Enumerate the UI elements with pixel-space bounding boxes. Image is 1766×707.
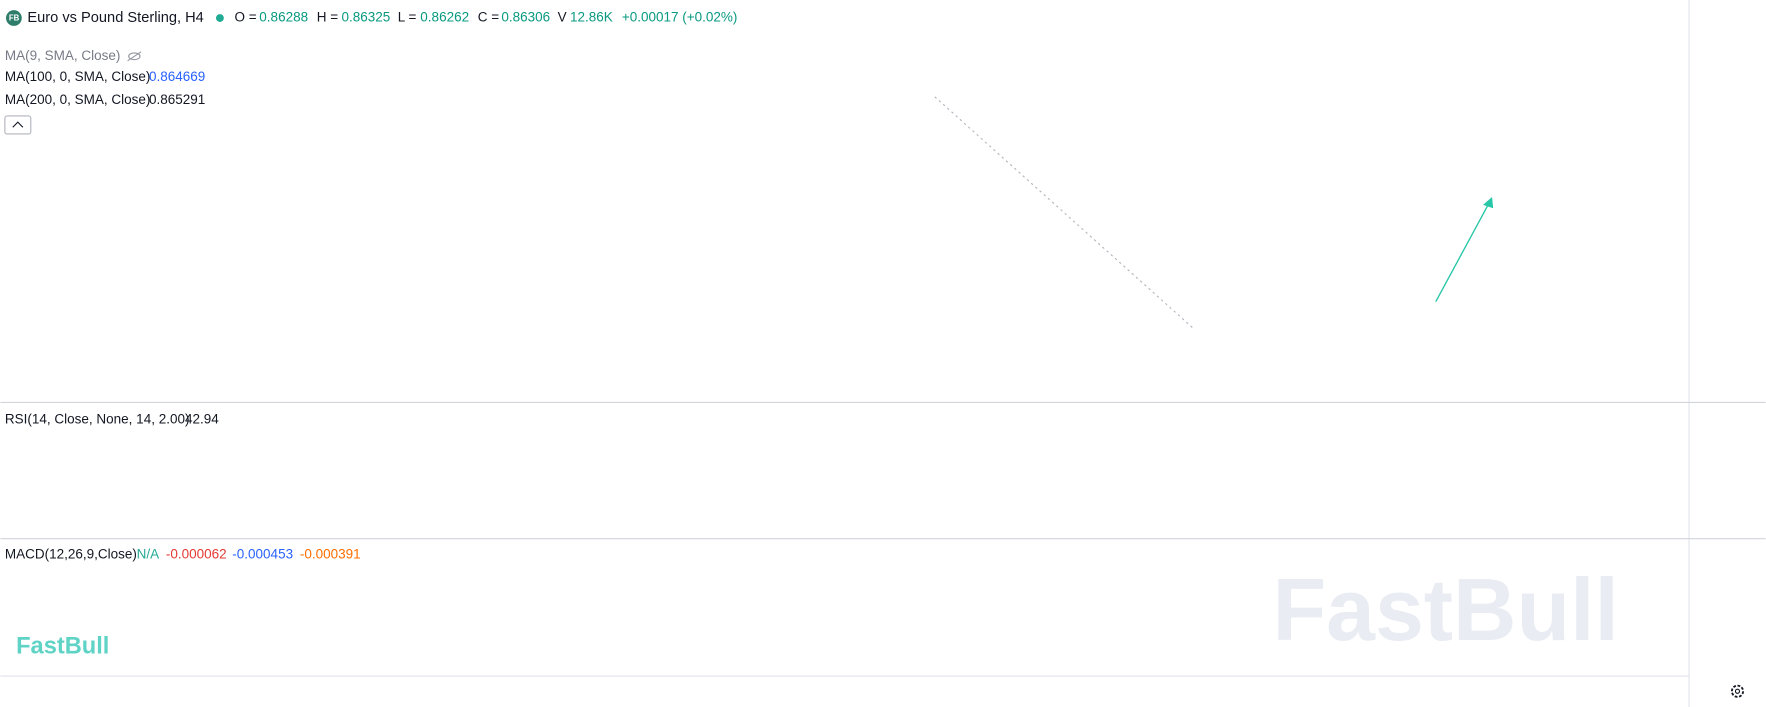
- legend-value: 0.865291: [149, 92, 205, 107]
- ohlc-value: 0.86288: [259, 10, 308, 25]
- status-dot: [215, 14, 224, 22]
- collapse-button[interactable]: [4, 115, 32, 135]
- settings-icon[interactable]: [1730, 684, 1745, 698]
- arrow-head: [1483, 197, 1494, 209]
- legend-ma9[interactable]: MA(9, SMA, Close): [5, 48, 121, 63]
- symbol-icon: [6, 10, 22, 26]
- legend-ma200[interactable]: MA(200, 0, SMA, Close): [5, 92, 151, 107]
- legend-value: -0.000062: [166, 547, 227, 562]
- legend-value: 0.864669: [149, 69, 205, 84]
- eye-icon-strike: [127, 51, 142, 62]
- ohlc-value: 0.86325: [341, 10, 390, 25]
- chevron: [12, 121, 24, 128]
- ohlc-label: O =: [235, 10, 257, 25]
- legend-value: N/A: [137, 547, 160, 562]
- logo: FastBull: [16, 634, 109, 660]
- volume-label: V: [558, 10, 567, 25]
- ohlc-label: C =: [478, 10, 500, 25]
- fib-trend: [934, 96, 1195, 330]
- eye-icon[interactable]: [128, 52, 141, 61]
- legend-macd[interactable]: MACD(12,26,9,Close): [5, 547, 137, 562]
- legend-rsi[interactable]: RSI(14, Close, None, 14, 2.00): [5, 411, 190, 426]
- legend-value: 42.94: [185, 411, 219, 426]
- symbol-icon-text: FB: [9, 14, 20, 23]
- settings-icon-core: [1734, 688, 1741, 694]
- legend-value: -0.000391: [300, 547, 361, 562]
- symbol-title[interactable]: Euro vs Pound Sterling, H4: [27, 10, 203, 26]
- watermark: FastBull: [1273, 561, 1619, 659]
- ohlc-label: H =: [317, 10, 339, 25]
- ohlc-label: L =: [398, 10, 417, 25]
- change: +0.00017 (+0.02%): [622, 10, 738, 25]
- legend-value: -0.000453: [232, 547, 293, 562]
- ohlc-value: 0.86262: [420, 10, 469, 25]
- legend-ma100[interactable]: MA(100, 0, SMA, Close): [5, 69, 151, 84]
- arrow: [1435, 203, 1490, 303]
- ohlc-value: 0.86306: [501, 10, 550, 25]
- volume-value: 12.86K: [570, 10, 613, 25]
- overlay: FastBull FastBull: [16, 96, 1619, 660]
